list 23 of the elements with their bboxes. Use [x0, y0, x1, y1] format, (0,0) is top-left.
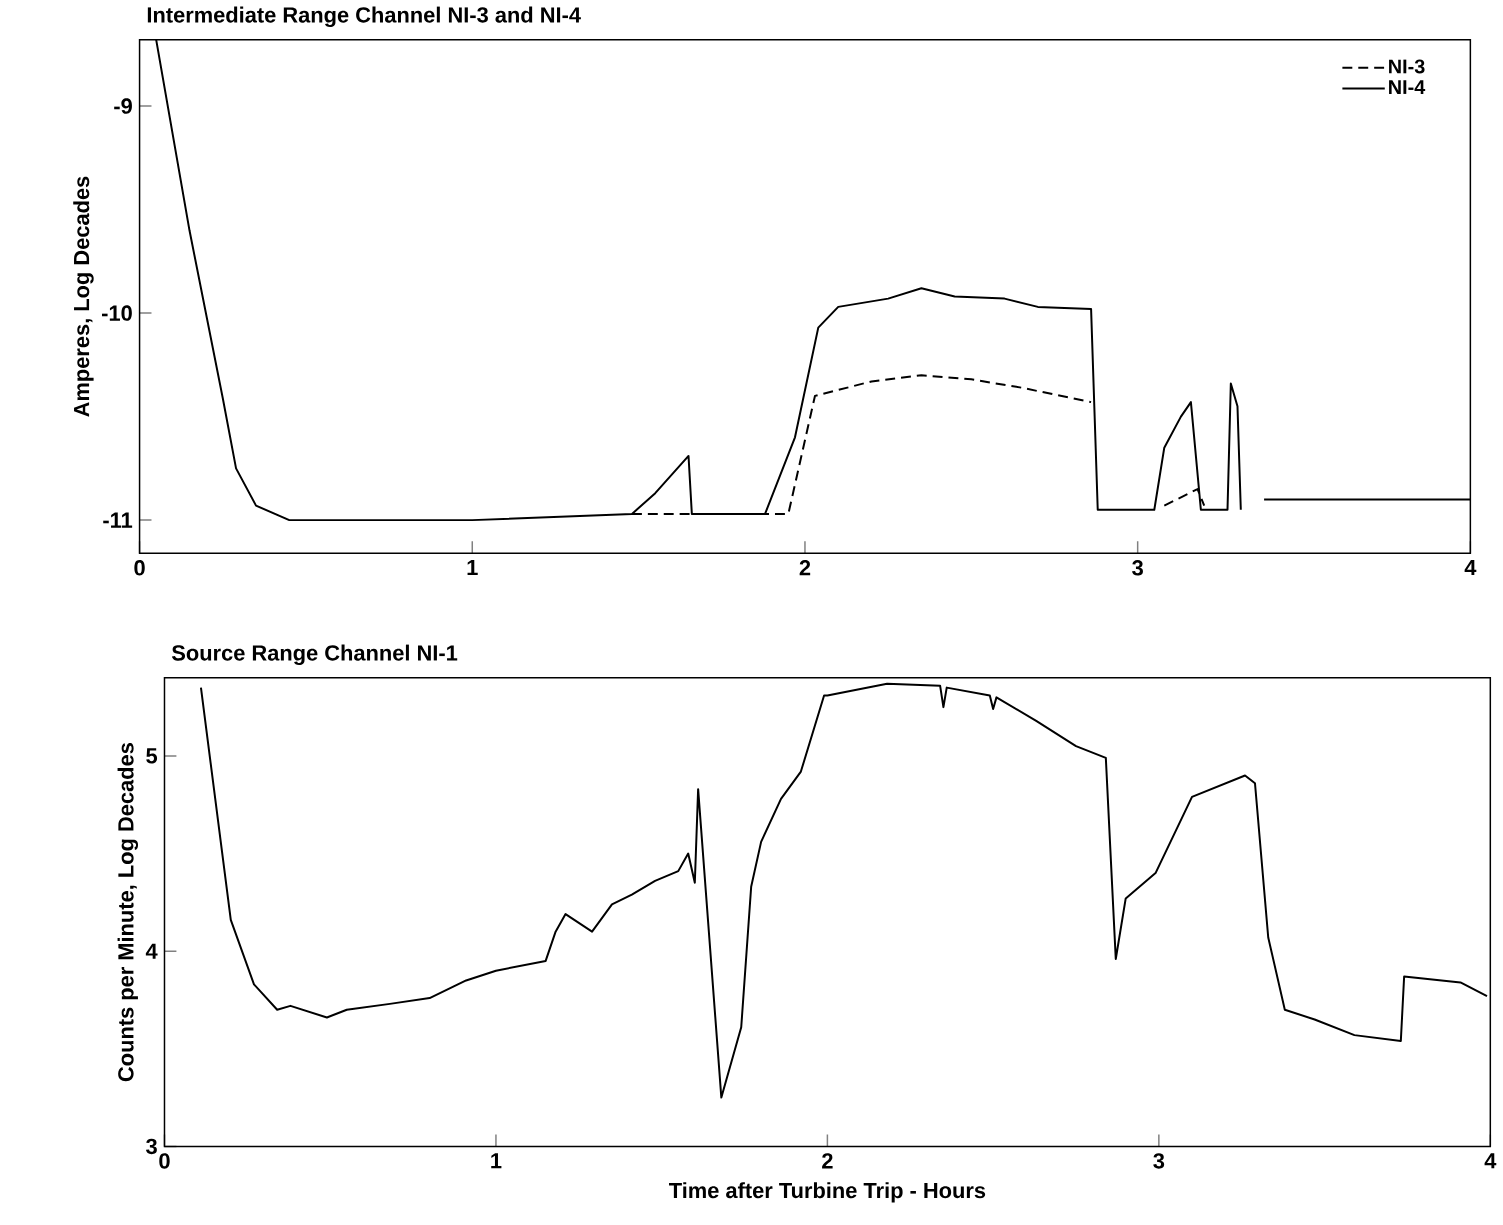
- y-tick-label: 3: [146, 1138, 157, 1155]
- x-tick-label: 3: [1153, 1153, 1165, 1169]
- x-tick-label: 2: [822, 1153, 833, 1169]
- y-tick-label: -9: [114, 98, 132, 114]
- legend-label: NI-4: [1389, 80, 1426, 94]
- x-tick-label: 1: [467, 560, 478, 576]
- x-tick-label: 4: [1484, 1153, 1497, 1169]
- y-axis-title: Amperes, Log Decades: [73, 176, 94, 417]
- y-tick-label: 4: [145, 943, 158, 959]
- legend-label: NI-3: [1389, 59, 1425, 74]
- chart-title: Intermediate Range Channel NI-3 and NI-4: [147, 6, 581, 27]
- x-axis-title: Time after Turbine Trip - Hours: [669, 1182, 986, 1203]
- chart-title: Source Range Channel NI-1: [171, 644, 458, 666]
- x-tick-label: 3: [1132, 559, 1143, 576]
- y-tick-label: -11: [103, 512, 133, 528]
- x-tick-label: 4: [1464, 560, 1477, 576]
- x-tick-label: 2: [799, 559, 811, 576]
- x-tick-label: 0: [159, 1153, 170, 1169]
- x-tick-label: 1: [491, 1153, 502, 1169]
- y-tick-label: -10: [102, 305, 132, 321]
- y-tick-label: 5: [146, 748, 158, 764]
- x-tick-label: 0: [134, 559, 145, 576]
- y-axis-title: Counts per Minute, Log Decades: [117, 743, 139, 1082]
